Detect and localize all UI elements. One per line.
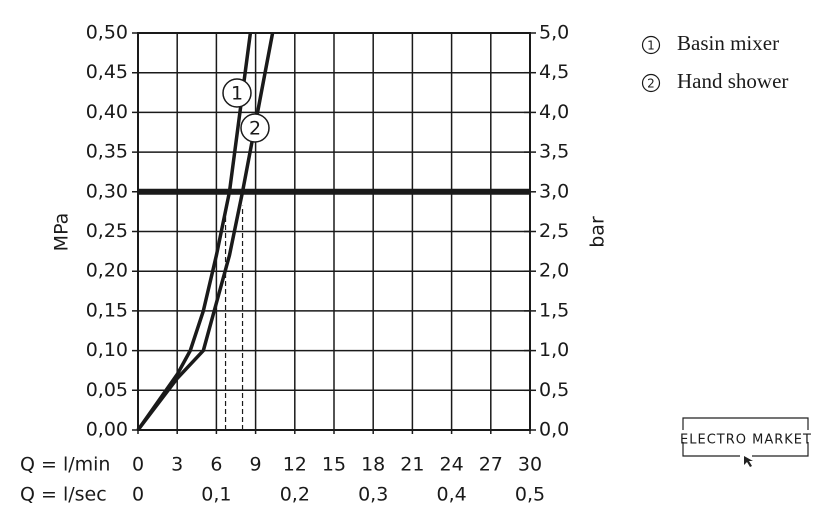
y2-tick-label: 4,0 (539, 101, 569, 123)
y-tick-label: 0,35 (86, 141, 128, 163)
x-tick-label: 0 (132, 454, 144, 476)
y-tick-label: 0,45 (86, 61, 128, 83)
y-tick-label: 0,30 (86, 180, 128, 202)
x2-tick-label: 0 (132, 484, 144, 506)
y-tick-label: 0,05 (86, 379, 128, 401)
x-tick-label: 24 (440, 454, 464, 476)
y2-tick-label: 1,5 (539, 299, 569, 321)
x-tick-label: 18 (361, 454, 385, 476)
y-tick-label: 0,15 (86, 299, 128, 321)
y2-tick-label: 2,0 (539, 260, 569, 282)
y2-tick-label: 0,5 (539, 379, 569, 401)
legend-symbol (641, 35, 661, 55)
y2-tick-label: 0,0 (539, 419, 569, 441)
y2-tick-label: 3,0 (539, 180, 569, 202)
y2-tick-label: 1,0 (539, 339, 569, 361)
y-tick-label: 0,40 (86, 101, 128, 123)
plot-frame (137, 32, 531, 431)
x-tick-label: 30 (518, 454, 542, 476)
x2-axis-label: Q = l/sec (20, 484, 107, 506)
series-callout-label: 1 (231, 83, 243, 105)
legend-symbol-label: 2 (647, 77, 655, 91)
y-tick-label: 0,25 (86, 220, 128, 242)
series-callout-label: 2 (249, 118, 261, 140)
y2-tick-label: 5,0 (539, 22, 569, 44)
x-tick-label: 12 (283, 454, 307, 476)
x2-tick-label: 0,1 (201, 484, 231, 506)
x2-tick-label: 0,4 (436, 484, 466, 506)
series-line (136, 32, 275, 432)
legend-label: Hand shower (677, 69, 788, 93)
x-tick-label: 9 (250, 454, 262, 476)
x2-tick-label: 0,3 (358, 484, 388, 506)
x2-tick-label: 0,5 (515, 484, 545, 506)
watermark-logo: ELECTRO MARKET (680, 417, 812, 467)
x-tick-label: 3 (171, 454, 183, 476)
y-tick-label: 0,00 (86, 419, 128, 441)
series-callout (222, 78, 252, 108)
x-tick-label: 21 (400, 454, 424, 476)
x-tick-label: 27 (479, 454, 503, 476)
series-line (136, 32, 253, 432)
y2-tick-label: 3,5 (539, 141, 569, 163)
y-axis-label: MPa (51, 213, 73, 252)
x2-tick-label: 0,2 (280, 484, 310, 506)
x-axis-label: Q = l/min (20, 454, 110, 476)
x-tick-label: 6 (210, 454, 222, 476)
watermark-text: ELECTRO MARKET (680, 433, 812, 448)
y-tick-label: 0,10 (86, 339, 128, 361)
y2-tick-label: 2,5 (539, 220, 569, 242)
legend-label: Basin mixer (677, 31, 779, 55)
series-callout (240, 113, 270, 143)
y-tick-label: 0,20 (86, 260, 128, 282)
y2-tick-label: 4,5 (539, 61, 569, 83)
y2-axis-label: bar (587, 216, 609, 248)
x-tick-label: 15 (322, 454, 346, 476)
y-tick-label: 0,50 (86, 22, 128, 44)
legend-symbol-label: 1 (647, 39, 655, 53)
legend-symbol (641, 73, 661, 93)
